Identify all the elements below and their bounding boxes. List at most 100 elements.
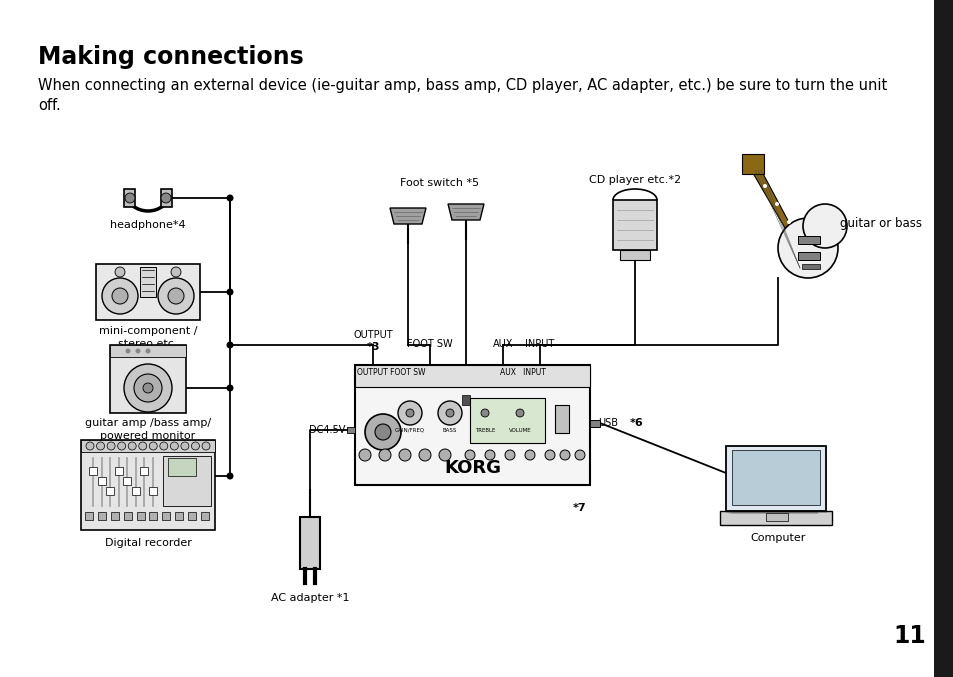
Circle shape [226, 385, 233, 391]
Bar [140, 267, 156, 297]
Text: guitar or bass: guitar or bass [840, 217, 921, 230]
Circle shape [112, 288, 128, 304]
Circle shape [378, 449, 391, 461]
Bar [163, 456, 211, 506]
Circle shape [438, 449, 451, 461]
Bar [470, 398, 544, 443]
Circle shape [802, 204, 846, 248]
Circle shape [161, 193, 171, 203]
Text: GAIN/FREQ: GAIN/FREQ [395, 428, 425, 433]
Circle shape [102, 278, 138, 314]
Polygon shape [749, 168, 791, 228]
Circle shape [124, 364, 172, 412]
Circle shape [544, 450, 555, 460]
Bar [81, 440, 214, 452]
Circle shape [524, 450, 535, 460]
Bar [97, 477, 106, 485]
Text: Foot switch *5: Foot switch *5 [400, 178, 479, 188]
Bar [933, 0, 953, 677]
Bar [85, 512, 92, 520]
Circle shape [397, 401, 421, 425]
Circle shape [226, 473, 233, 479]
Circle shape [107, 442, 115, 450]
Text: headphone*4: headphone*4 [111, 220, 186, 230]
Text: VOLUME: VOLUME [508, 428, 531, 433]
Bar [355, 365, 589, 387]
Circle shape [484, 450, 495, 460]
Bar [136, 512, 145, 520]
Bar [347, 427, 355, 433]
Circle shape [171, 267, 181, 277]
Circle shape [149, 442, 157, 450]
Text: OUTPUT FOOT SW: OUTPUT FOOT SW [356, 368, 425, 377]
Bar [110, 345, 186, 357]
Bar [725, 446, 825, 511]
Circle shape [516, 409, 523, 417]
Bar [720, 511, 831, 525]
Circle shape [507, 401, 532, 425]
Bar [114, 467, 123, 475]
Circle shape [128, 442, 136, 450]
Text: AUX: AUX [493, 339, 513, 349]
Text: TREBLE: TREBLE [475, 428, 495, 433]
Circle shape [398, 449, 411, 461]
Bar [797, 252, 820, 260]
Bar [403, 405, 412, 415]
Circle shape [774, 202, 779, 206]
Circle shape [146, 349, 151, 353]
Circle shape [86, 442, 94, 450]
Bar [162, 512, 171, 520]
Text: Computer: Computer [749, 533, 805, 543]
Text: BASS: BASS [442, 428, 456, 433]
Bar [124, 189, 135, 207]
Circle shape [446, 409, 454, 417]
Circle shape [406, 409, 414, 417]
Bar [613, 200, 657, 250]
Bar [106, 487, 114, 495]
Circle shape [125, 193, 135, 203]
Circle shape [437, 401, 461, 425]
Text: USB: USB [598, 418, 618, 428]
Circle shape [126, 349, 131, 353]
Circle shape [143, 383, 152, 393]
Bar [149, 487, 157, 495]
Circle shape [226, 288, 233, 295]
Bar [132, 487, 140, 495]
Bar [731, 450, 820, 505]
Circle shape [226, 194, 233, 202]
Circle shape [786, 220, 790, 224]
Circle shape [192, 442, 199, 450]
Bar [619, 250, 649, 260]
Bar [111, 512, 119, 520]
Circle shape [358, 449, 371, 461]
Text: DC4.5V: DC4.5V [309, 425, 345, 435]
Text: guitar amp /bass amp/
powered monitor: guitar amp /bass amp/ powered monitor [85, 418, 211, 441]
Text: *3: *3 [366, 342, 379, 352]
Text: *7: *7 [573, 503, 586, 513]
Circle shape [559, 450, 569, 460]
Circle shape [135, 349, 140, 353]
Bar [168, 458, 195, 476]
Circle shape [480, 409, 489, 417]
Circle shape [226, 341, 233, 349]
Circle shape [762, 184, 766, 188]
Text: FOOT SW: FOOT SW [407, 339, 453, 349]
Circle shape [158, 278, 193, 314]
Text: *6: *6 [629, 418, 643, 428]
Circle shape [778, 218, 837, 278]
Bar [150, 512, 157, 520]
Text: AUX   INPUT: AUX INPUT [499, 368, 545, 377]
Bar [765, 513, 787, 521]
Circle shape [117, 442, 126, 450]
Text: mini-component /
stereo etc.: mini-component / stereo etc. [99, 326, 197, 349]
Bar [403, 375, 412, 385]
Bar [81, 440, 214, 530]
Bar [299, 517, 319, 569]
Circle shape [365, 414, 400, 450]
FancyBboxPatch shape [355, 365, 589, 485]
Circle shape [504, 450, 515, 460]
Bar [98, 512, 106, 520]
Bar [201, 512, 209, 520]
Bar [161, 189, 172, 207]
Bar [741, 154, 763, 174]
